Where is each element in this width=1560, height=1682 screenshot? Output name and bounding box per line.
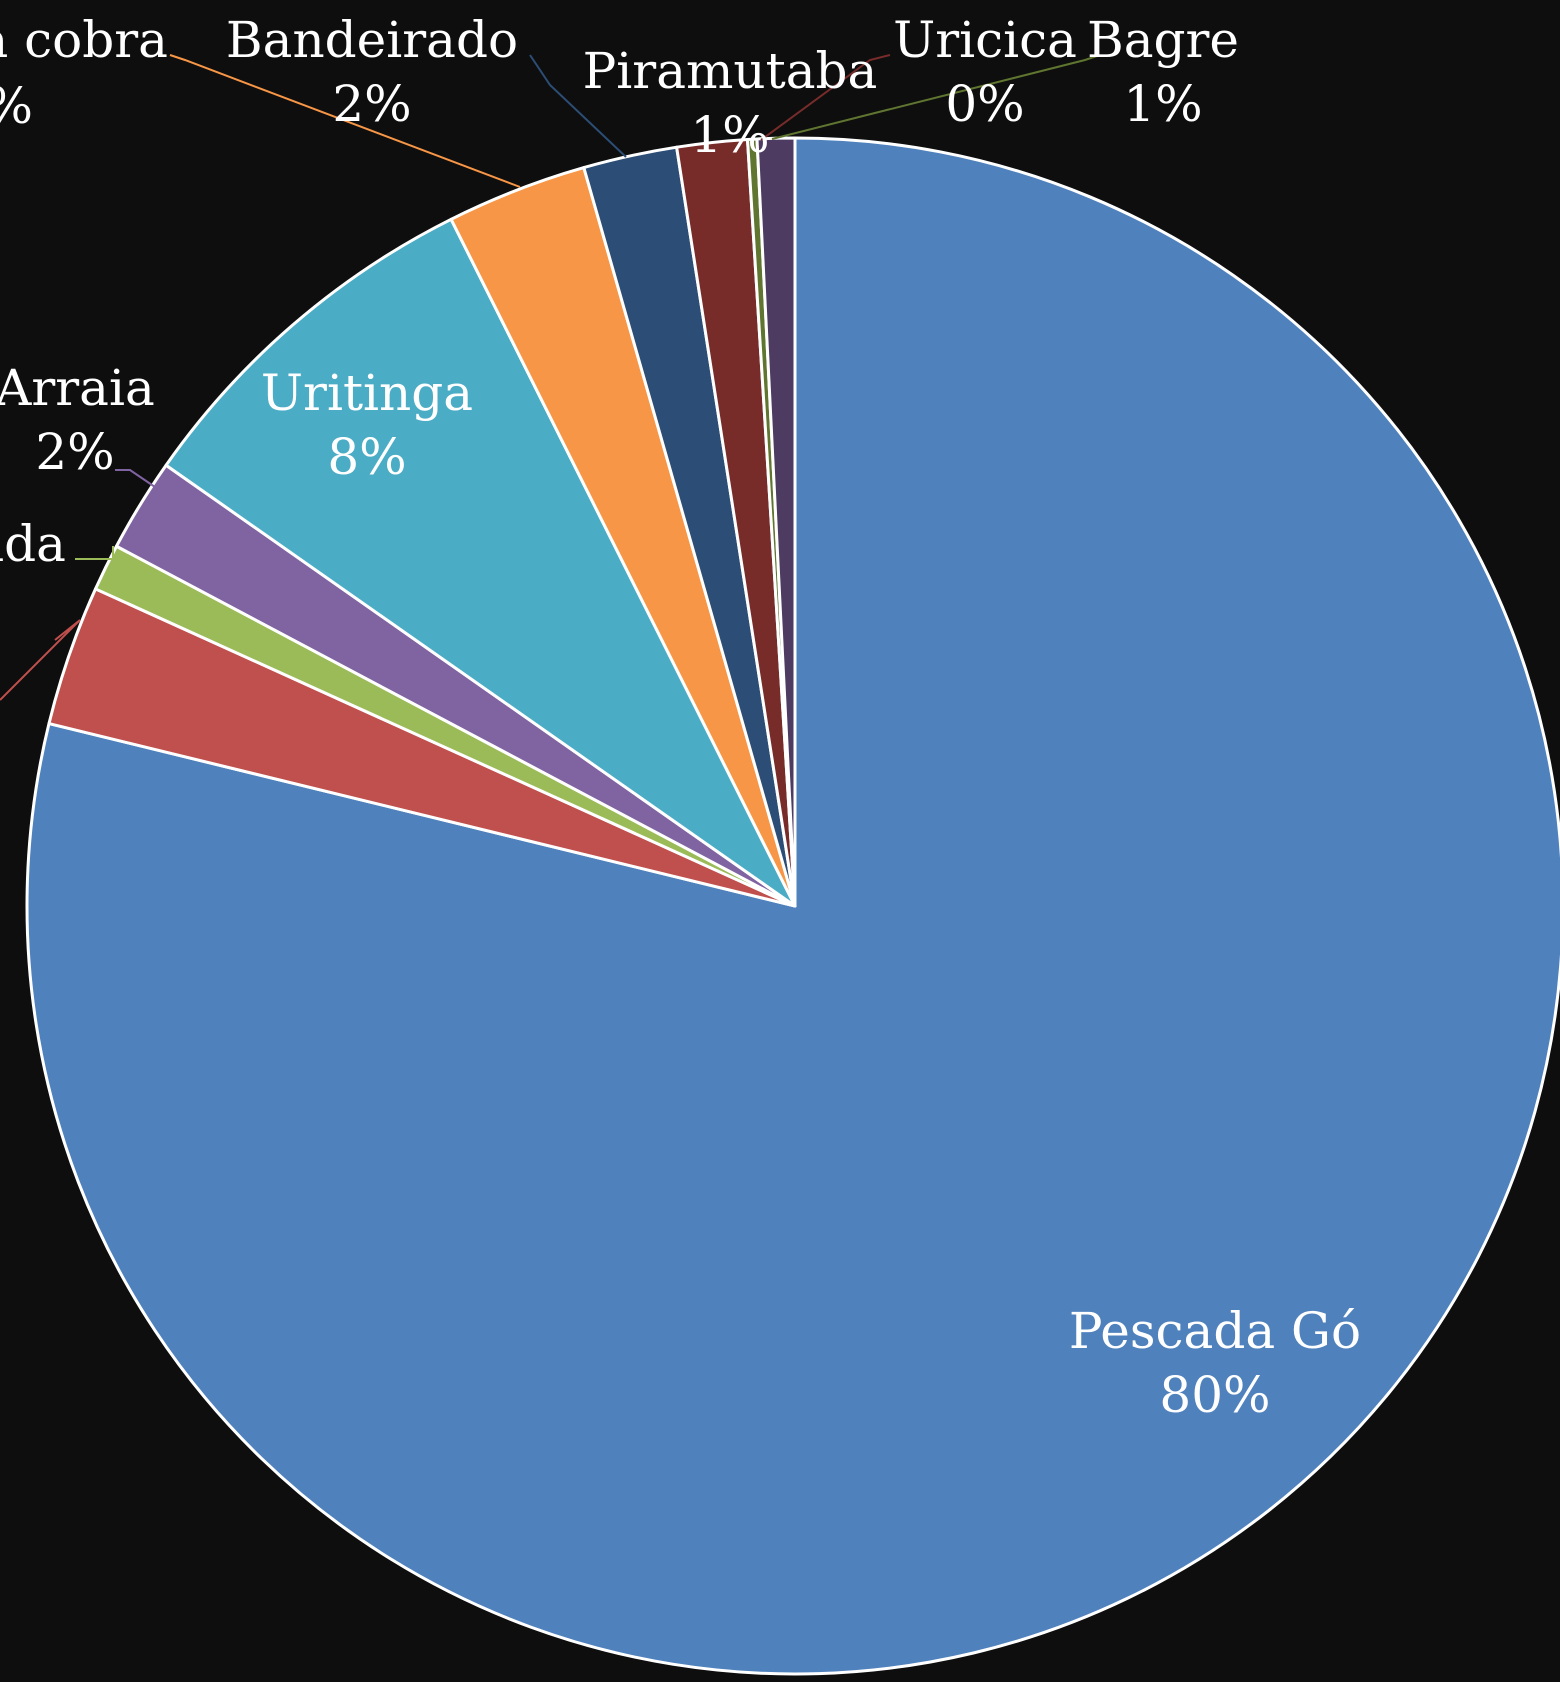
pie-slice-4 [164, 217, 797, 908]
slice-label-pct-3: 2% [35, 423, 114, 481]
leader-line-1 [0, 619, 81, 701]
cropped-label-2: nda [0, 515, 66, 573]
leader-line-2 [75, 546, 114, 560]
slice-label-name-8: Uricica [893, 11, 1077, 69]
leader-line-3 [115, 469, 156, 488]
cropped-label-1: % [0, 77, 33, 135]
slices-layer [25, 136, 1560, 1676]
leader-lines-layer [0, 54, 1101, 701]
leader-line-5 [169, 54, 521, 188]
slice-label-pct-4: 8% [327, 428, 406, 486]
slice-label-name-4: Uritinga [261, 364, 473, 422]
slice-label-name-6: Bandeirado [226, 11, 518, 69]
slice-label-pct-6: 2% [332, 75, 411, 133]
slice-label-pct-8: 0% [945, 75, 1024, 133]
slice-label-name-9: Bagre [1087, 11, 1239, 69]
slice-label-pct-9: 1% [1123, 75, 1202, 133]
leader-line-7 [760, 54, 891, 141]
leader-line-8 [771, 54, 1101, 140]
slice-label-pct-7: 1% [690, 106, 769, 164]
leader-line-6 [529, 54, 627, 158]
slice-label-name-7: Piramutaba [583, 42, 878, 100]
slice-label-name-0: Pescada Gó [1069, 1302, 1361, 1360]
slice-label-name-3: Arraia [0, 359, 155, 417]
labels-layer: Pescada Gó 80% Arraia 2% Uritinga 8% Bandeirad… [0, 11, 1361, 1424]
cropped-label-0: a cobra [0, 11, 168, 69]
slice-label-pct-0: 80% [1159, 1366, 1270, 1424]
